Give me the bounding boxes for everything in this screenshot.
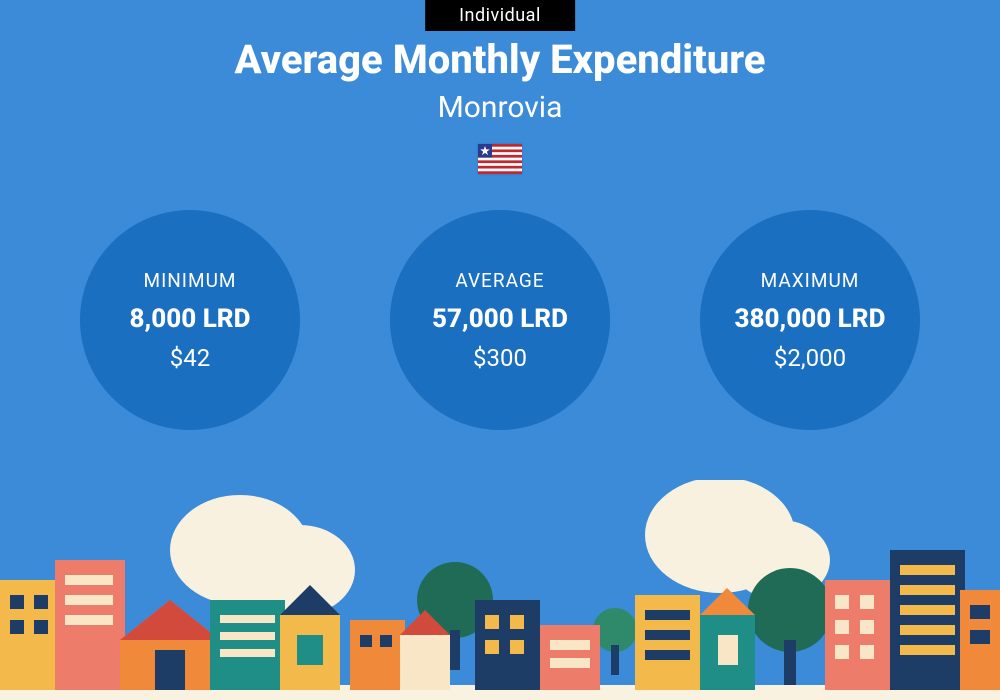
stat-secondary: $300 bbox=[473, 344, 527, 372]
stat-circle-maximum: MAXIMUM 380,000 LRD $2,000 bbox=[700, 210, 920, 430]
cityscape-illustration bbox=[0, 480, 1000, 700]
city-subtitle: Monrovia bbox=[0, 90, 1000, 125]
stat-primary: 380,000 LRD bbox=[735, 304, 886, 334]
category-badge: Individual bbox=[425, 0, 575, 31]
stat-circle-minimum: MINIMUM 8,000 LRD $42 bbox=[80, 210, 300, 430]
stat-circles-row: MINIMUM 8,000 LRD $42 AVERAGE 57,000 LRD… bbox=[0, 210, 1000, 430]
stat-primary: 57,000 LRD bbox=[432, 304, 568, 334]
stat-circle-average: AVERAGE 57,000 LRD $300 bbox=[390, 210, 610, 430]
stat-label: MAXIMUM bbox=[761, 269, 860, 292]
buildings-center-icon bbox=[350, 600, 600, 690]
stat-primary: 8,000 LRD bbox=[130, 304, 251, 334]
stat-label: MINIMUM bbox=[144, 269, 237, 292]
stat-secondary: $2,000 bbox=[774, 344, 846, 372]
page-title: Average Monthly Expenditure bbox=[0, 36, 1000, 83]
stat-secondary: $42 bbox=[170, 344, 210, 372]
stat-label: AVERAGE bbox=[455, 269, 544, 292]
liberia-flag-icon bbox=[478, 144, 522, 174]
infographic-canvas: Individual Average Monthly Expenditure M… bbox=[0, 0, 1000, 700]
